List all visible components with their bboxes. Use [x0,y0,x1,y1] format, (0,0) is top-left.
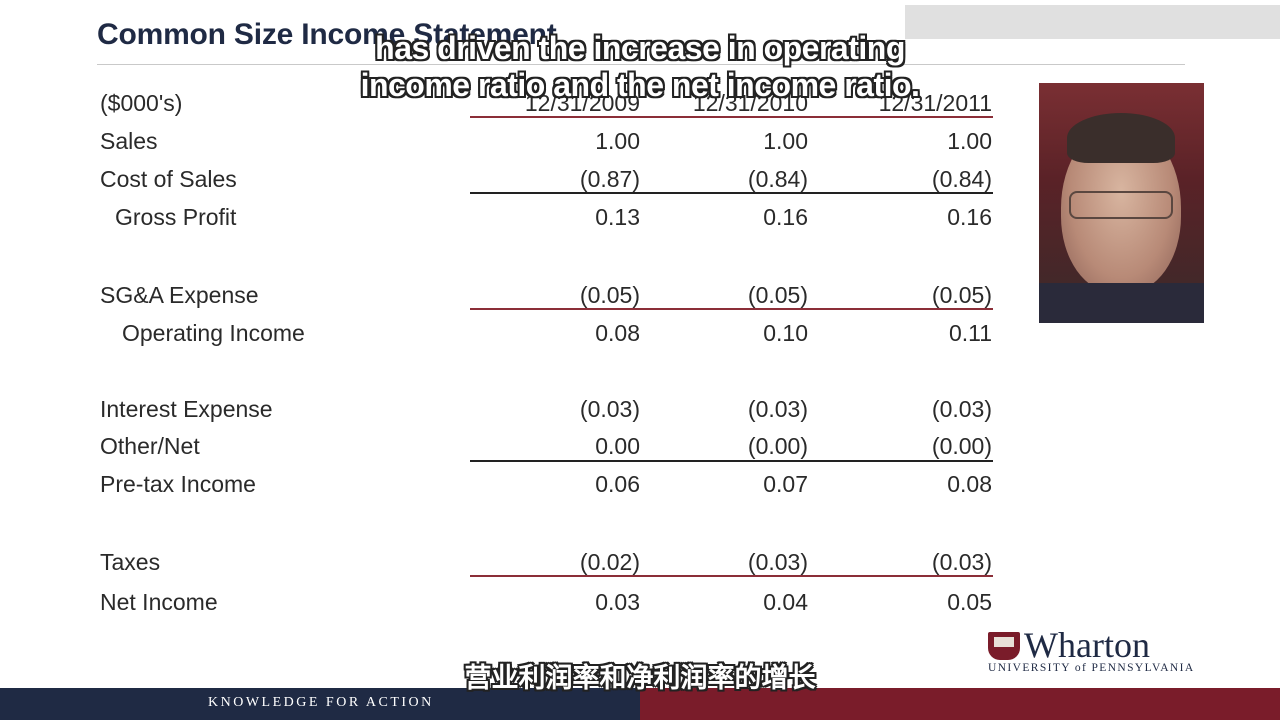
cell-taxes-2009: (0.02) [579,549,640,575]
sga-rule [470,308,993,310]
cell-cost-of-sales-2010: (0.84) [747,166,808,192]
cell-gross-profit-2009: 0.13 [595,204,640,230]
footer-bar-navy [0,688,640,720]
top-bar [905,5,1280,39]
cell-other-2010: (0.00) [747,433,808,459]
cell-net-income-2011: 0.05 [947,589,992,615]
presenter-hair [1067,113,1175,163]
row-label-taxes: Taxes [100,549,161,575]
presenter-glasses [1069,191,1173,219]
cell-operating-income-2009: 0.08 [595,320,640,346]
cell-net-income-2010: 0.04 [763,589,808,615]
row-label-operating-income: Operating Income [122,320,305,346]
cell-pretax-2011: 0.08 [947,471,992,497]
footer-bar-maroon [640,688,1280,720]
footer-tagline: KNOWLEDGE FOR ACTION [208,695,434,710]
cell-sga-2009: (0.05) [579,282,640,308]
column-header-2009: 12/31/2009 [524,90,640,116]
cell-cost-of-sales-2009: (0.87) [579,166,640,192]
cell-operating-income-2011: 0.11 [948,320,992,346]
row-label-gross-profit: Gross Profit [115,204,237,230]
row-label-interest-expense: Interest Expense [100,396,273,422]
cost-of-sales-rule [470,192,993,194]
column-header-2010: 12/31/2010 [692,90,808,116]
cell-taxes-2011: (0.03) [931,549,992,575]
cell-gross-profit-2011: 0.16 [947,204,992,230]
cell-interest-2011: (0.03) [931,396,992,422]
cell-sales-2011: 1.00 [947,128,992,154]
logo-subtitle: UNIVERSITY of PENNSYLVANIA [988,662,1195,674]
subtitle-en-line2: income ratio and the net income ratio. [360,67,920,103]
taxes-rule [470,575,993,577]
cell-interest-2010: (0.03) [747,396,808,422]
cell-sales-2010: 1.00 [763,128,808,154]
subtitle-en-line1: has driven the increase in operating [375,30,905,66]
cell-gross-profit-2010: 0.16 [763,204,808,230]
wharton-logo: Wharton UNIVERSITY of PENNSYLVANIA [988,625,1198,676]
row-label-other-net: Other/Net [100,433,200,459]
cell-interest-2009: (0.03) [579,396,640,422]
cell-cost-of-sales-2011: (0.84) [931,166,992,192]
row-label-pretax-income: Pre-tax Income [100,471,256,497]
title-divider [97,64,1185,65]
cell-pretax-2010: 0.07 [763,471,808,497]
cell-net-income-2009: 0.03 [595,589,640,615]
cell-other-2011: (0.00) [931,433,992,459]
presenter-shirt [1039,283,1204,323]
column-header-2011: 12/31/2011 [878,90,992,116]
presenter-video [1039,83,1204,323]
cell-sga-2010: (0.05) [747,282,808,308]
row-label-cost-of-sales: Cost of Sales [100,166,237,192]
cell-taxes-2010: (0.03) [747,549,808,575]
other-net-rule [470,460,993,462]
cell-sales-2009: 1.00 [595,128,640,154]
subtitle-zh: 营业利润率和净利润率的增长 [464,663,816,694]
cell-other-2009: 0.00 [595,433,640,459]
row-label-sga: SG&A Expense [100,282,259,308]
units-label: ($000's) [100,90,183,116]
row-label-sales: Sales [100,128,158,154]
shield-icon [988,632,1020,660]
slide-title: Common Size Income Statement [97,18,557,51]
header-rule [470,116,993,118]
logo-wordmark: Wharton [1024,625,1150,665]
cell-sga-2011: (0.05) [931,282,992,308]
cell-pretax-2009: 0.06 [595,471,640,497]
row-label-net-income: Net Income [100,589,218,615]
cell-operating-income-2010: 0.10 [763,320,808,346]
